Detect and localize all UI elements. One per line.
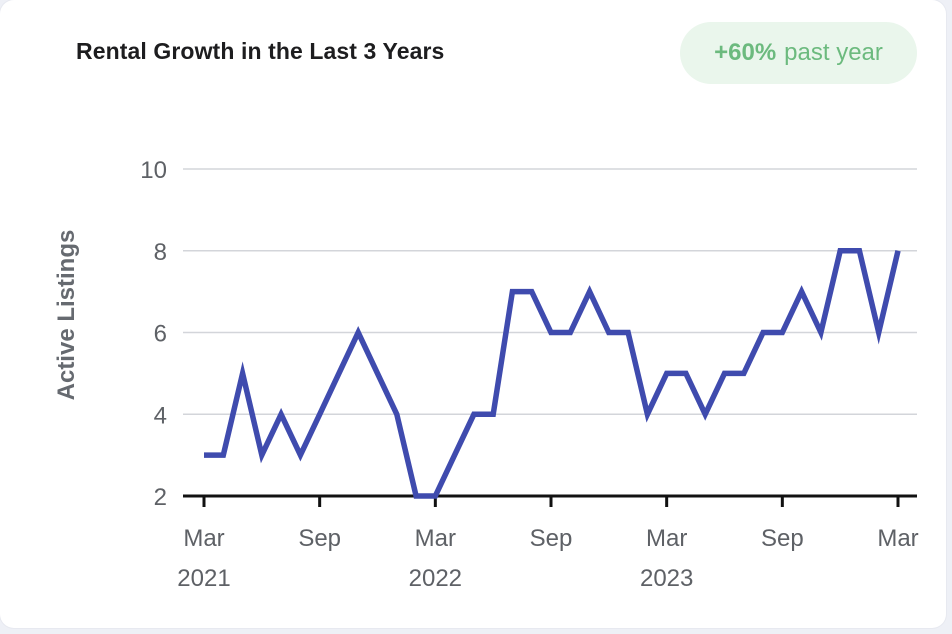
x-tick-label: Mar: [183, 525, 224, 552]
x-tick-label: Sep: [761, 525, 804, 552]
y-tick-label: 2: [154, 484, 167, 511]
y-axis-label: Active Listings: [53, 230, 80, 401]
chart-title: Rental Growth in the Last 3 Years: [76, 38, 445, 64]
y-tick-label: 4: [154, 402, 167, 429]
x-tick-label: Sep: [298, 525, 341, 552]
x-tick-year-label: 2023: [640, 565, 693, 592]
x-tick-label: Mar: [415, 525, 456, 552]
x-tick-year-label: 2021: [177, 565, 230, 592]
y-axis: 2 4 6 8 10: [140, 157, 167, 511]
y-tick-label: 6: [154, 321, 167, 348]
x-tick-label: Sep: [530, 525, 573, 552]
y-tick-label: 10: [140, 157, 167, 184]
gridlines: [183, 168, 917, 415]
x-tick-label: Mar: [877, 525, 918, 552]
y-tick-label: 8: [154, 239, 167, 266]
growth-badge-value: +60%: [714, 39, 777, 66]
growth-badge: +60% past year: [680, 22, 917, 84]
x-axis: Mar 2021 Sep Mar 2022 Sep Mar 2023 Sep Mar: [177, 494, 919, 592]
x-tick-year-label: 2022: [409, 565, 462, 592]
series-group: [204, 248, 901, 499]
x-tick-label: Mar: [646, 525, 687, 552]
series-line: [204, 248, 901, 499]
growth-badge-text: past year: [784, 39, 883, 66]
